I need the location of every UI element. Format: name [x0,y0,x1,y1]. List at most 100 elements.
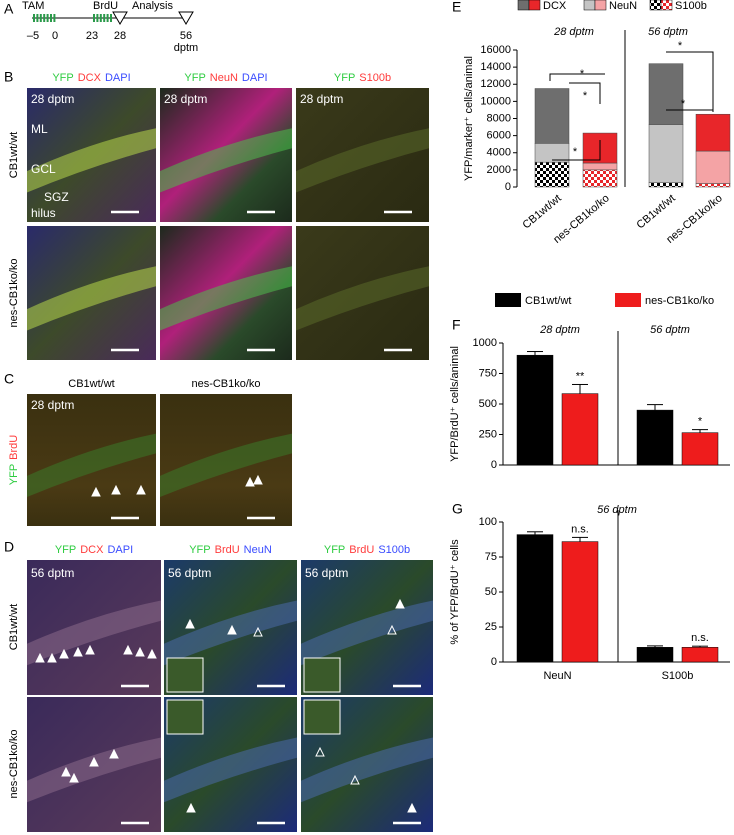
panel-label: C [4,371,14,387]
y-tick-label: 750 [479,367,497,379]
timeline-tick: 0 [52,30,58,42]
y-tick-label: 2000 [487,164,511,176]
bar-segment [695,113,731,152]
column-header: YFP NeuN DAPI [184,72,267,84]
y-tick-label: 8000 [487,112,511,124]
header-word: DAPI [242,72,268,84]
bar-segment [582,162,618,171]
y-axis-label: YFP/BrdU⁺ cells/animal [449,346,461,462]
header-word: DCX [78,72,102,84]
panel-label: D [4,539,14,555]
x-tick-label: CB1wt/wt [634,192,677,231]
arrowhead [387,624,397,635]
timeline-event: BrdU [93,0,118,12]
analysis-marker [178,11,194,25]
significance: n.s. [691,632,709,644]
timepoint: 28 dptm [31,398,74,412]
layer-label: GCL [31,162,56,176]
legend-swatch [615,293,641,307]
timepoint: 56 dptm [168,566,211,580]
header-word: DAPI [107,544,133,556]
group-label: 28 dptm [553,26,594,38]
timeline-tick: 28 [114,30,126,42]
bar [561,393,599,466]
y-tick-label: 100 [479,516,497,528]
layer-label: ML [31,122,48,136]
layer-label: SGZ [44,190,69,204]
y-tick-label: 4000 [487,147,511,159]
y-tick-label: 50 [485,586,497,598]
y-axis-label: % of YFP/BrdU⁺ cells [449,539,461,645]
column-header: YFP BrdU S100b [324,544,410,556]
row-label: CB1wt/wt [8,132,20,178]
header-word: BrdU [349,544,374,556]
legend-label: nes-CB1ko/ko [645,295,714,307]
y-tick-label: 250 [479,428,497,440]
header-word: BrdU [215,544,240,556]
inset [166,699,204,735]
bar [516,534,554,663]
column-header: nes-CB1ko/ko [191,378,260,390]
arrowhead [407,802,417,813]
cell-layer [160,128,292,193]
bar-segment [648,182,684,188]
arrowhead [395,598,405,609]
header-word: NeuN [244,544,272,556]
arrowhead [185,618,195,629]
header-word: DCX [80,544,104,556]
group-label: 28 dptm [539,324,580,336]
x-tick-label: CB1wt/wt [520,192,563,231]
cell-layer [27,600,161,666]
bar [516,354,554,466]
column-header: CB1wt/wt [68,378,114,390]
timepoint: 56 dptm [31,566,74,580]
panel-label: B [4,69,13,85]
arrowhead [111,484,121,495]
header-word: YFP [8,464,20,485]
y-tick-label: 14000 [480,61,511,73]
bar-segment [648,124,684,183]
timeline-event: Analysis [132,0,173,12]
timeline-tick: 23 [86,30,98,42]
header-word: BrdU [8,435,20,460]
arrowhead [350,774,360,785]
inset [303,657,341,693]
y-tick-label: 0 [491,656,497,668]
arrowhead [69,772,79,783]
legend-swatch [517,0,530,11]
row-label: CB1wt/wt [8,604,20,650]
row-label: nes-CB1ko/ko [8,258,20,327]
arrowhead [136,484,146,495]
y-axis-label: YFP/marker⁺ cells/animal [463,56,475,181]
arrowhead [85,644,95,655]
legend-label: CB1wt/wt [525,295,571,307]
legend-swatch [583,0,596,11]
timepoint: 28 dptm [164,92,207,106]
header-word: YFP [55,544,76,556]
bar-segment [534,143,570,163]
column-header: YFP S100b [334,72,391,84]
group-label: 56 dptm [650,324,690,336]
cell-layer [164,737,297,803]
arrowhead [135,646,145,657]
header-word: DAPI [105,72,131,84]
y-tick-label: 75 [485,551,497,563]
y-tick-label: 12000 [480,78,511,90]
bar-segment [695,183,731,188]
column-header: YFP BrdU NeuN [189,544,272,556]
timeline-event: TAM [22,0,44,12]
cell-layer [27,737,161,803]
timeline-unit: dptm [174,42,198,54]
cell-layer [160,266,292,331]
arrowhead [253,626,263,637]
y-tick-label: 10000 [480,95,511,107]
arrowhead [73,646,83,657]
legend-swatch [649,0,662,11]
bar-segment [534,88,570,144]
legend-label: S100b [675,0,707,12]
header-word: S100b [378,544,410,556]
panel-label: A [4,1,14,17]
bar [636,647,674,663]
sig-bracket [666,51,714,112]
